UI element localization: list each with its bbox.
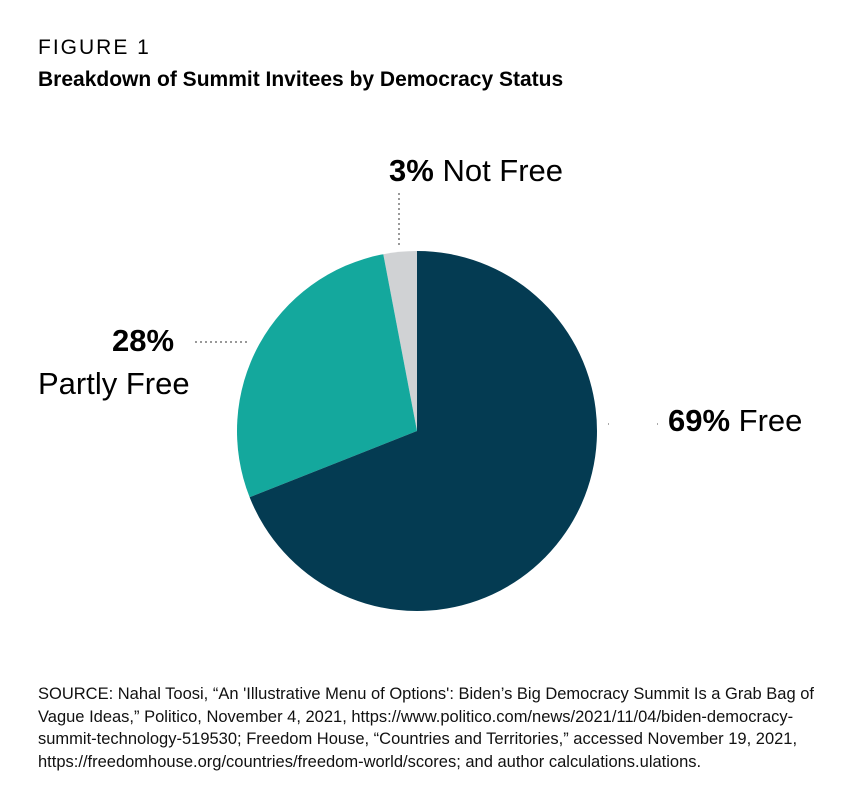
label-free: 69% Free xyxy=(668,403,803,438)
label-partly-free-pct: 28% xyxy=(112,323,175,358)
pie-slice-partly-free xyxy=(237,254,417,498)
chart-title: Breakdown of Summit Invitees by Democrac… xyxy=(38,68,564,91)
pie-slice-not-free xyxy=(383,251,417,431)
source-note: SOURCE: Nahal Toosi, “An 'Illustrative M… xyxy=(38,685,815,771)
pie-slice-free xyxy=(249,251,597,611)
figure-label: FIGURE 1 xyxy=(38,36,151,59)
label-partly-free: Partly Free xyxy=(38,366,190,401)
label-not-free: 3% Not Free xyxy=(389,153,564,188)
